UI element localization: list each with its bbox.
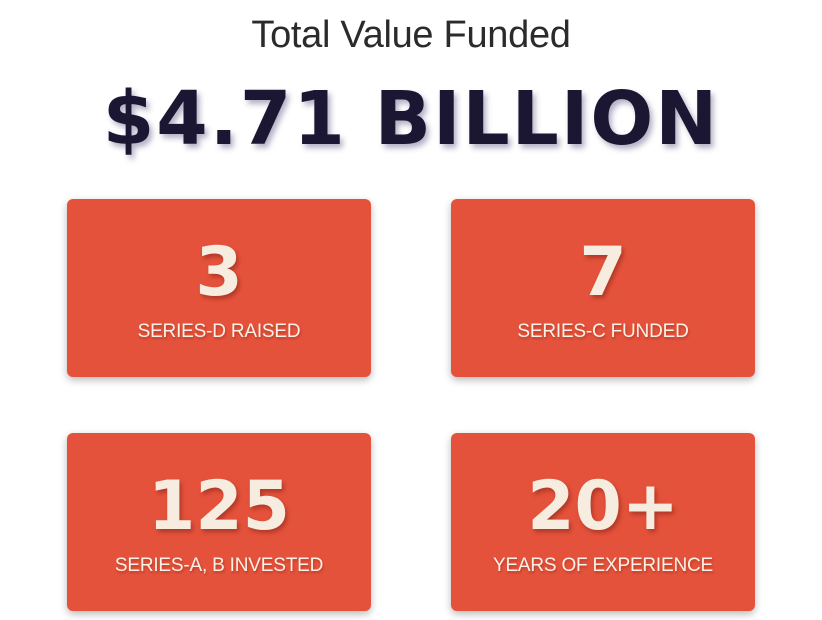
stat-value: 125 [148,467,290,546]
stat-label: SERIES-D RAISED [137,321,301,342]
stat-card-series-c: 7 SERIES-C FUNDED [451,199,755,377]
stat-label: YEARS OF EXPERIENCE [492,555,714,576]
stat-card-experience: 20+ YEARS OF EXPERIENCE [451,433,755,611]
page-title: Total Value Funded [251,14,571,56]
stat-value: 7 [579,233,627,312]
stat-card-series-d: 3 SERIES-D RAISED [67,199,371,377]
stat-label: SERIES-A, B INVESTED [114,555,324,576]
stat-label: SERIES-C FUNDED [517,321,689,342]
stat-card-series-ab: 125 SERIES-A, B INVESTED [67,433,371,611]
stat-value: 20+ [527,467,679,546]
stat-value: 3 [195,233,243,312]
total-funded-headline: $4.71 BILLION [102,76,720,162]
